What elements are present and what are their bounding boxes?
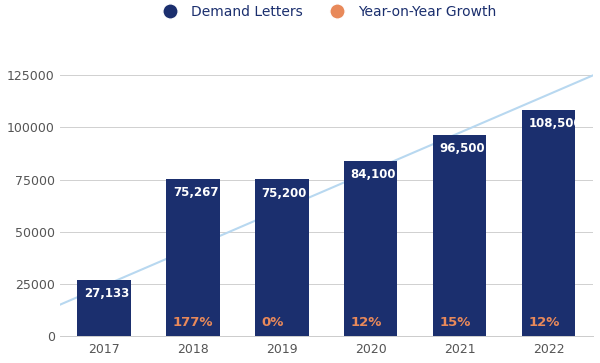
Bar <box>522 110 575 336</box>
Text: 12%: 12% <box>529 316 560 329</box>
Text: 96,500: 96,500 <box>439 142 485 155</box>
Text: 75,267: 75,267 <box>173 186 218 199</box>
Text: 75,200: 75,200 <box>262 187 307 200</box>
Bar <box>166 179 220 336</box>
Text: 177%: 177% <box>173 316 213 329</box>
Bar <box>77 280 131 336</box>
Text: 84,100: 84,100 <box>350 168 396 181</box>
Bar <box>255 179 308 336</box>
Bar <box>344 161 397 336</box>
Bar <box>433 135 487 336</box>
Text: 27,133: 27,133 <box>84 287 129 300</box>
Legend: Demand Letters, Year-on-Year Growth: Demand Letters, Year-on-Year Growth <box>151 0 502 25</box>
Text: 108,500: 108,500 <box>529 117 582 130</box>
Text: 0%: 0% <box>262 316 284 329</box>
Text: 12%: 12% <box>350 316 382 329</box>
Text: 15%: 15% <box>439 316 471 329</box>
